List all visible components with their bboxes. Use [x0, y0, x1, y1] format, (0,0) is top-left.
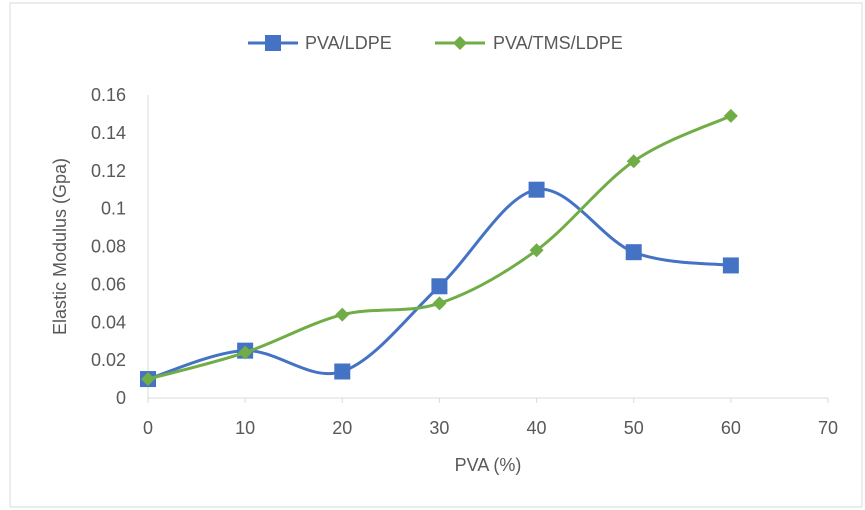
data-point — [141, 372, 155, 387]
x-tick-label: 70 — [818, 418, 838, 438]
x-tick-label: 0 — [143, 418, 153, 438]
chart-border — [9, 2, 863, 508]
legend-item-2: PVA/TMS/LDPE — [435, 33, 623, 53]
x-tick-label: 20 — [332, 418, 352, 438]
y-tick-label: 0.16 — [91, 85, 126, 105]
data-point — [625, 244, 642, 261]
series-2 — [141, 108, 738, 387]
legend-marker — [265, 35, 281, 51]
legend-marker — [453, 36, 467, 50]
legend-item-1: PVA/LDPE — [248, 33, 392, 53]
legend: PVA/LDPE PVA/TMS/LDPE — [248, 33, 623, 53]
data-point — [431, 278, 448, 295]
data-point — [432, 296, 447, 311]
data-point — [334, 363, 351, 380]
data-point — [335, 307, 350, 322]
x-tick-label: 10 — [235, 418, 255, 438]
y-axis-title: Elastic Modulus (Gpa) — [50, 158, 70, 335]
data-point — [626, 154, 641, 169]
y-tick-label: 0 — [116, 388, 126, 408]
y-tick-label: 0.12 — [91, 161, 126, 181]
x-tick-label: 30 — [429, 418, 449, 438]
y-tick-label: 0.02 — [91, 350, 126, 370]
legend-label: PVA/TMS/LDPE — [493, 33, 623, 53]
x-axis: 0 10 20 30 40 50 60 70 — [143, 397, 838, 438]
x-tick-label: 60 — [721, 418, 741, 438]
x-axis-title: PVA (%) — [455, 455, 522, 475]
y-tick-label: 0.06 — [91, 274, 126, 294]
x-tick-label: 40 — [527, 418, 547, 438]
legend-label: PVA/LDPE — [305, 33, 392, 53]
y-tick-label: 0.04 — [91, 312, 126, 332]
data-point — [529, 243, 544, 258]
data-point — [238, 345, 253, 360]
y-axis: 0 0.02 0.04 0.06 0.08 0.1 0.12 0.14 0.16 — [91, 85, 149, 408]
data-point — [722, 257, 739, 274]
y-tick-label: 0.1 — [101, 199, 126, 219]
x-tick-label: 50 — [624, 418, 644, 438]
data-point — [723, 108, 738, 123]
series-layer — [140, 108, 739, 388]
y-tick-label: 0.08 — [91, 237, 126, 257]
y-tick-label: 0.14 — [91, 123, 126, 143]
data-point — [528, 181, 545, 198]
